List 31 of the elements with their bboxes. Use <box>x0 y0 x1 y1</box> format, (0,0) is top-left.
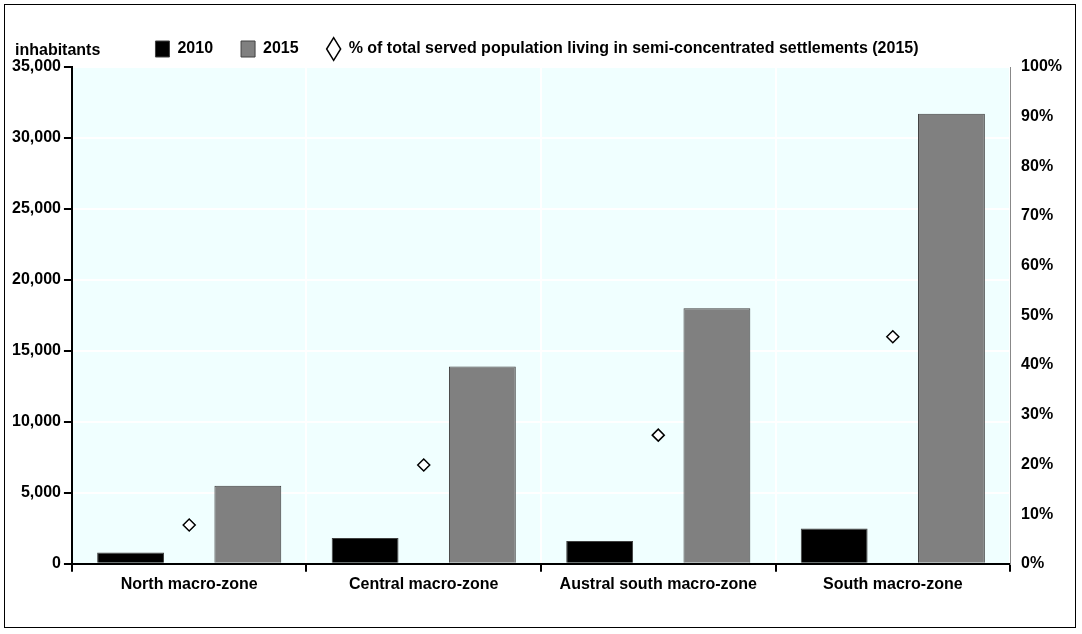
legend-label: % of total served population living in semi-concentrated settlements (2015) <box>348 39 919 57</box>
y2-tick-label: 50% <box>1021 305 1054 323</box>
y2-tick-label: 20% <box>1021 454 1054 472</box>
y-tick-label: 25,000 <box>12 199 62 217</box>
x-tick-label: Austral south macro-zone <box>559 574 758 592</box>
y2-tick-label: 80% <box>1021 156 1054 174</box>
y-tick-label: 10,000 <box>12 412 62 430</box>
legend-label: 2010 <box>177 39 214 57</box>
point <box>182 518 196 532</box>
y2-tick-label: 100% <box>1021 57 1062 75</box>
y-tick-label: 30,000 <box>12 128 62 146</box>
y-axis-title: inhabitants <box>15 41 101 59</box>
y-tick-label: 0 <box>52 554 62 572</box>
x-tick-label: Central macro-zone <box>349 574 499 592</box>
y-tick-label: 35,000 <box>12 57 62 75</box>
x-tick-label: South macro-zone <box>823 574 963 592</box>
y-tick-label: 15,000 <box>12 341 62 359</box>
y2-tick-label: 90% <box>1021 107 1054 125</box>
y2-tick-label: 30% <box>1021 405 1054 423</box>
y2-tick-label: 0% <box>1021 554 1045 572</box>
x-tick-label: North macro-zone <box>120 574 258 592</box>
legend-label: 2015 <box>263 39 299 57</box>
point <box>416 458 431 472</box>
y-tick-label: 5,000 <box>20 483 62 501</box>
point <box>651 428 666 442</box>
point <box>886 330 900 344</box>
y2-tick-label: 60% <box>1021 256 1054 274</box>
y2-tick-label: 40% <box>1021 355 1054 373</box>
y-tick-label: 20,000 <box>12 270 62 288</box>
y2-tick-label: 70% <box>1021 206 1054 224</box>
y2-tick-label: 10% <box>1021 504 1054 522</box>
